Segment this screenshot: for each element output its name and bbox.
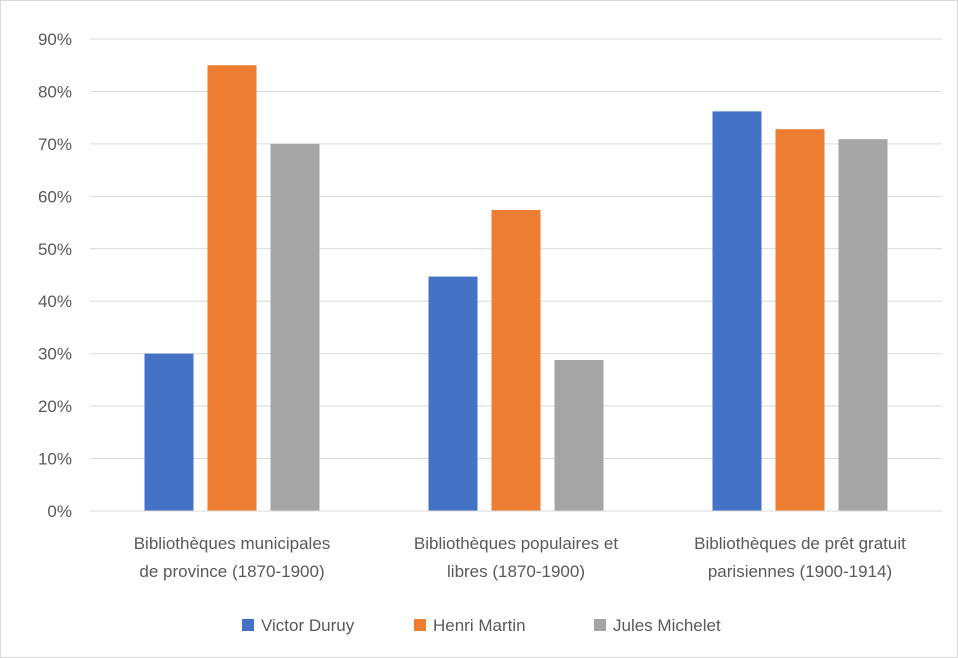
bar-victor-duruy (428, 276, 478, 511)
bar-jules-michelet (554, 359, 604, 511)
legend-label: Jules Michelet (613, 616, 721, 635)
bars (144, 65, 888, 512)
legend-label: Henri Martin (433, 616, 526, 635)
y-axis-ticks: 0% 10% 20% 30% 40% 50% 60% 70% 80% 90% (38, 30, 72, 521)
category-label: Bibliothèques populaires et (414, 534, 618, 553)
bar-henri-martin (207, 65, 257, 511)
bar-victor-duruy (144, 353, 194, 511)
bar-victor-duruy (712, 111, 762, 511)
category-label: libres (1870-1900) (447, 562, 585, 581)
y-tick-label: 40% (38, 292, 72, 311)
legend-swatch (414, 619, 426, 631)
y-tick-label: 30% (38, 345, 72, 364)
category-label: Bibliothèques municipales (134, 534, 331, 553)
y-tick-label: 0% (47, 502, 72, 521)
legend-label: Victor Duruy (261, 616, 355, 635)
y-tick-label: 80% (38, 82, 72, 101)
y-tick-label: 60% (38, 187, 72, 206)
y-tick-label: 70% (38, 135, 72, 154)
category-label: parisiennes (1900-1914) (708, 562, 892, 581)
y-tick-label: 50% (38, 240, 72, 259)
y-tick-label: 10% (38, 450, 72, 469)
legend-swatch (594, 619, 606, 631)
y-tick-label: 90% (38, 30, 72, 49)
bar-jules-michelet (270, 143, 320, 511)
category-label: Bibliothèques de prêt gratuit (694, 534, 906, 553)
bar-jules-michelet (838, 139, 888, 511)
x-axis-categories: Bibliothèques municipales de province (18… (134, 534, 906, 581)
y-tick-label: 20% (38, 397, 72, 416)
legend: Victor Duruy Henri Martin Jules Michelet (242, 616, 721, 635)
bar-henri-martin (775, 129, 825, 511)
legend-swatch (242, 619, 254, 631)
category-label: de province (1870-1900) (139, 562, 324, 581)
bar-henri-martin (491, 209, 541, 512)
